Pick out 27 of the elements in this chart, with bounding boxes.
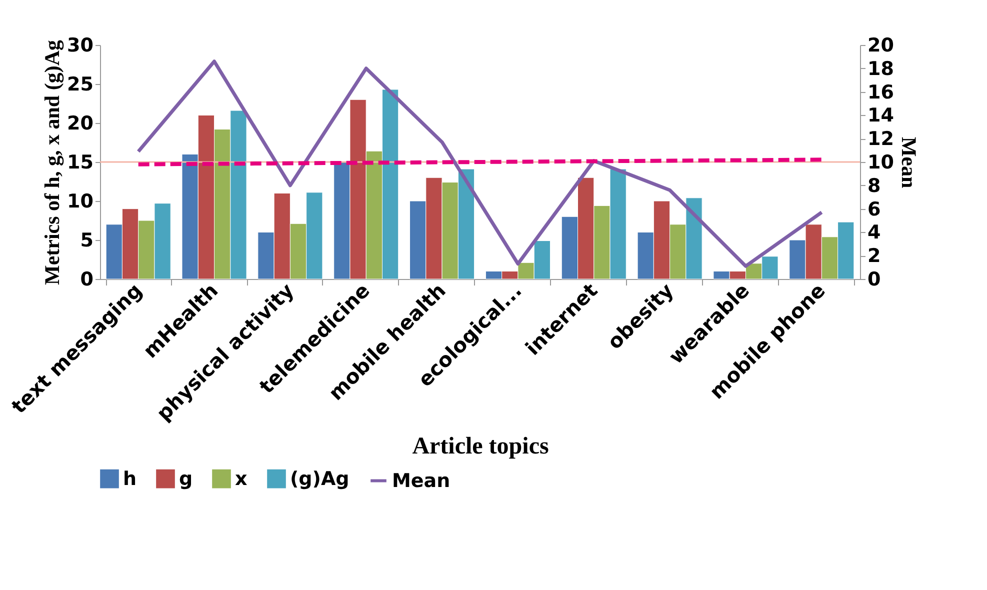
y2-tick-label: 2	[868, 245, 881, 268]
y-tick-label: 15	[67, 152, 94, 174]
legend-label: (g)Ag	[290, 468, 350, 490]
y2-tick-label: 18	[868, 58, 894, 80]
y2-tick-label: 8	[868, 174, 881, 197]
y-tick-label: 20	[67, 112, 94, 134]
y2-tick-label: 10	[868, 152, 894, 174]
y-tick-label: 30	[67, 34, 94, 56]
y2-tick-label: 0	[868, 268, 881, 290]
y2-axis-title: Mean	[896, 136, 921, 188]
legend-label: x	[235, 468, 248, 490]
legend-label: Mean	[392, 470, 450, 492]
y2-tick-label: 6	[868, 198, 881, 220]
y-tick-label: 25	[67, 74, 94, 96]
y2-tick-label: 12	[868, 128, 894, 150]
y-axis-title: Metrics of h, g, x and (g)Ag	[40, 40, 64, 285]
y2-tick-label: 4	[868, 222, 881, 244]
y-tick-label: 0	[80, 268, 94, 290]
legend-label: g	[179, 468, 193, 490]
y2-tick-label: 16	[868, 81, 894, 104]
x-axis-title: Article topics	[412, 434, 549, 460]
y2-tick-label: 14	[868, 104, 894, 127]
y-tick-label: 5	[80, 230, 94, 252]
legend-label: h	[123, 468, 137, 490]
line-series	[136, 60, 824, 268]
y-tick-label: 10	[67, 190, 94, 212]
y2-tick-label: 20	[868, 34, 894, 56]
